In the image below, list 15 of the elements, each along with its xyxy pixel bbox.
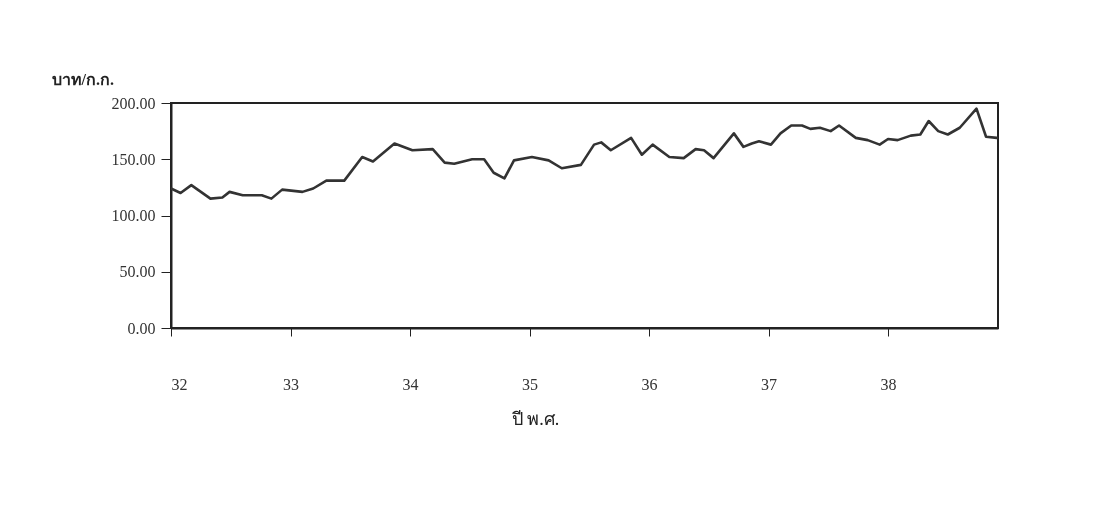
- x-axis-title: ปี พ.ศ.: [511, 408, 560, 429]
- x-tick-label: 35: [522, 375, 539, 393]
- y-tick-label: 100.00: [111, 207, 156, 224]
- x-tick-label: 38: [880, 375, 897, 393]
- x-tick-label: 34: [402, 375, 419, 393]
- x-tick-label: 36: [641, 375, 658, 393]
- line-series: [171, 107, 998, 200]
- y-tick-label: 0.00: [127, 319, 156, 337]
- y-tick-label: 50.00: [119, 263, 156, 281]
- y-tick-label: 200.00: [111, 94, 156, 112]
- y-axis-title: บาท/ก.ก.: [51, 70, 114, 88]
- x-tick-label: 33: [283, 375, 300, 393]
- y-tick-label: 150.00: [111, 150, 156, 168]
- x-tick-label: 32: [171, 375, 188, 393]
- x-tick-label: 37: [761, 375, 778, 393]
